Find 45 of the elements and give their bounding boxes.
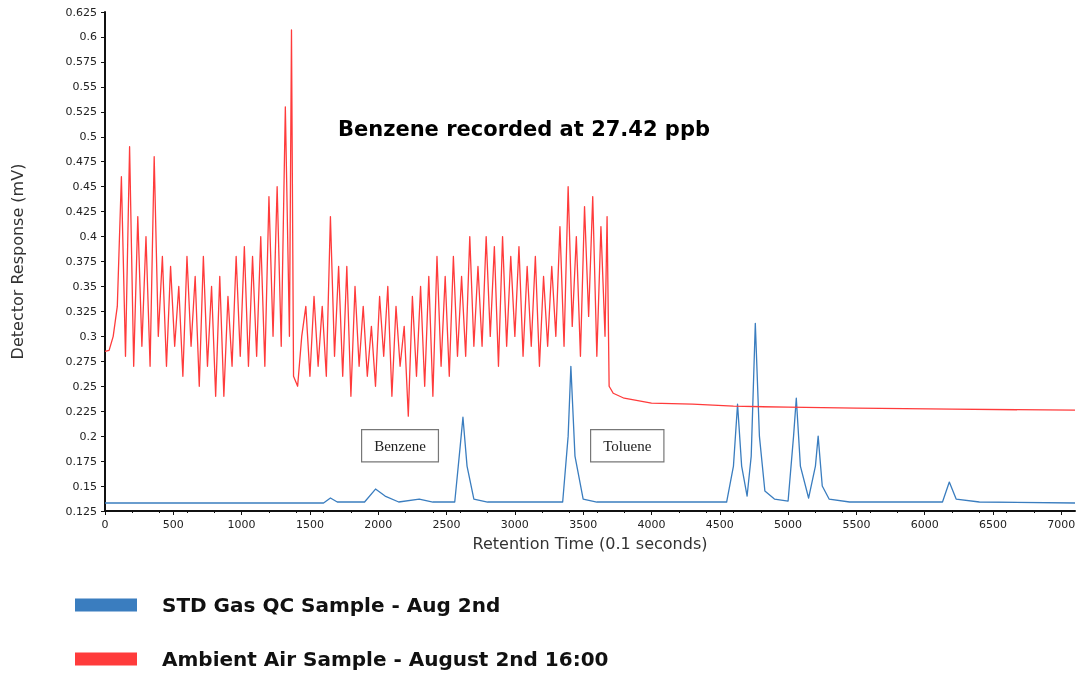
annotation: Toluene <box>603 437 652 454</box>
y-tick-label: 0.175 <box>65 454 97 468</box>
y-tick-label: 0.2 <box>79 429 97 443</box>
x-tick-label: 3000 <box>500 518 529 531</box>
x-tick-label: 6000 <box>910 518 939 531</box>
x-tick-label: 2500 <box>432 518 461 531</box>
y-tick-label: 0.575 <box>65 55 97 69</box>
y-tick-label: 0.625 <box>65 5 97 19</box>
y-tick-label: 0.325 <box>65 304 97 318</box>
legend-label: STD Gas QC Sample - Aug 2nd <box>162 593 501 617</box>
y-tick-label: 0.55 <box>72 80 97 94</box>
x-tick-label: 0 <box>101 518 109 531</box>
x-axis-title: Retention Time (0.1 seconds) <box>472 533 708 553</box>
annotation: Benzene recorded at 27.42 ppb <box>338 116 710 141</box>
y-tick-label: 0.425 <box>65 205 97 219</box>
legend-label: Ambient Air Sample - August 2nd 16:00 <box>162 647 609 671</box>
y-tick-label: 0.525 <box>65 105 97 119</box>
y-tick-label: 0.25 <box>72 379 97 393</box>
y-axis-title: Detector Response (mV) <box>7 163 27 360</box>
x-tick-label: 7000 <box>1047 518 1076 531</box>
y-tick-label: 0.6 <box>79 30 97 44</box>
x-tick-label: 4000 <box>637 518 666 531</box>
line-series <box>104 29 1076 417</box>
x-tick-label: 4500 <box>705 518 734 531</box>
y-tick-label: 0.35 <box>72 279 97 293</box>
y-tick-label: 0.15 <box>72 479 97 493</box>
y-tick-label: 0.275 <box>65 354 97 368</box>
annotation: Benzene <box>374 437 427 454</box>
y-tick-label: 0.3 <box>79 329 97 343</box>
x-tick-label: 500 <box>162 518 184 531</box>
x-tick-label: 1000 <box>227 518 256 531</box>
x-tick-label: 2000 <box>364 518 393 531</box>
y-tick-label: 0.475 <box>65 155 97 169</box>
y-tick-label: 0.225 <box>65 404 97 418</box>
x-tick-label: 1500 <box>295 518 324 531</box>
x-tick-label: 5500 <box>842 518 871 531</box>
y-tick-label: 0.5 <box>79 130 97 144</box>
line-series <box>104 322 1076 504</box>
x-tick-label: 6500 <box>979 518 1008 531</box>
y-tick-label: 0.375 <box>65 255 97 268</box>
y-tick-label: 0.45 <box>72 180 97 194</box>
x-tick-label: 3500 <box>569 518 598 531</box>
x-tick-label: 5000 <box>774 518 803 531</box>
y-tick-label: 0.125 <box>65 504 97 518</box>
y-tick-label: 0.4 <box>79 230 97 244</box>
